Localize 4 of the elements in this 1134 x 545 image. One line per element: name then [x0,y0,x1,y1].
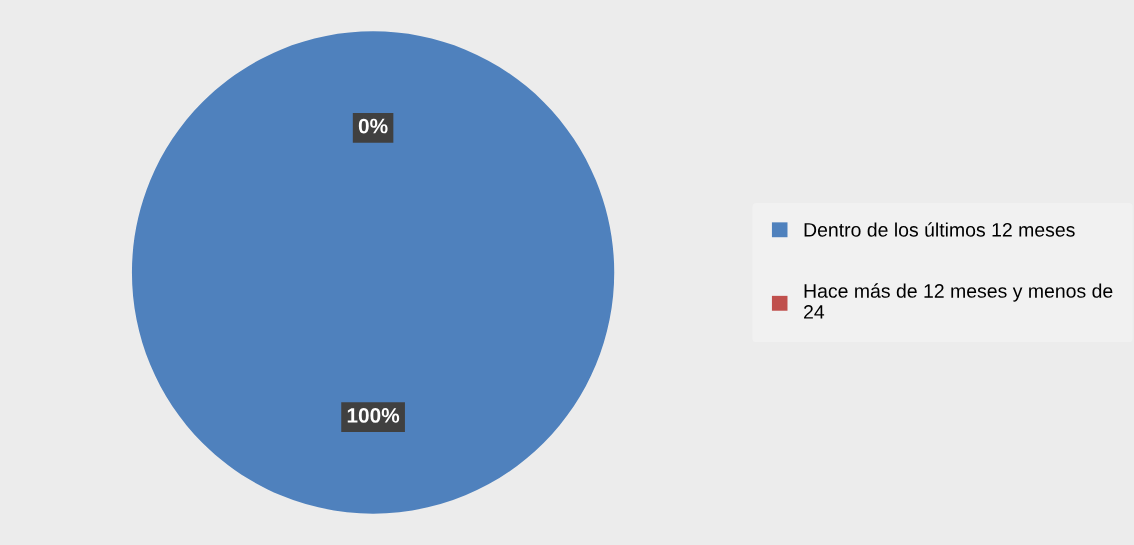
legend-label: Dentro de los últimos 12 meses [804,222,1075,237]
data-label: 100% [347,408,400,423]
text: 0% [358,118,388,134]
legend-label: Hace más de 12 meses y menos de 24 [804,283,1113,319]
